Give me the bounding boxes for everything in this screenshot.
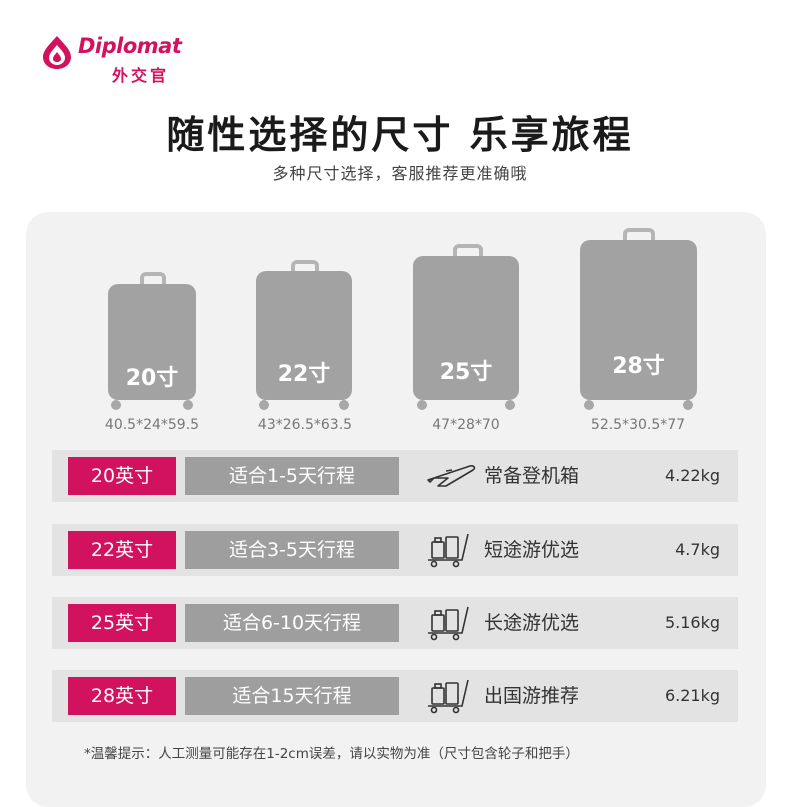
size-row-22: 22英寸 适合3-5天行程 短途游优选 4.7kg	[52, 524, 738, 576]
size-badge: 22英寸	[68, 531, 176, 569]
brand-cn-name: 外交官	[112, 66, 170, 85]
size-badge: 20英寸	[68, 457, 176, 495]
wheel-icon	[683, 400, 693, 410]
trip-duration: 适合3-5天行程	[185, 531, 399, 569]
wheel-icon	[505, 400, 515, 410]
row-description: 出国游推荐	[484, 685, 580, 707]
diplomat-logo-icon	[43, 36, 71, 69]
row-weight: 5.16kg	[664, 613, 720, 632]
luggage-cart-icon	[428, 679, 469, 714]
handle-icon	[140, 272, 166, 288]
suitcase-20: 20寸	[108, 272, 196, 410]
size-badge: 25英寸	[68, 604, 176, 642]
handle-icon	[291, 260, 319, 276]
luggage-cart-icon	[428, 606, 469, 641]
size-badge: 28英寸	[68, 677, 176, 715]
row-description: 短途游优选	[484, 539, 580, 561]
wheel-icon	[584, 400, 594, 410]
wheel-icon	[183, 400, 193, 410]
wheel-icon	[417, 400, 427, 410]
row-weight: 4.22kg	[664, 466, 720, 485]
trip-duration: 适合15天行程	[185, 677, 399, 715]
wheel-icon	[259, 400, 269, 410]
row-description: 长途游优选	[484, 612, 580, 634]
trip-duration: 适合1-5天行程	[185, 457, 399, 495]
wheel-icon	[339, 400, 349, 410]
handle-icon	[453, 244, 483, 261]
page-title: 随性选择的尺寸 乐享旅程	[166, 113, 634, 157]
luggage-cart-icon	[428, 533, 469, 568]
wheel-icon	[111, 400, 121, 410]
suitcase-dims: 52.5*30.5*77	[590, 417, 686, 433]
measurement-note: *温馨提示：人工测量可能存在1-2cm误差，请以实物为准（尺寸包含轮子和把手）	[84, 746, 579, 762]
suitcase-body	[413, 256, 519, 400]
suitcase-body	[580, 240, 697, 400]
suitcase-25: 25寸	[413, 244, 519, 410]
suitcase-body	[256, 271, 352, 400]
suitcase-size-label: 20寸	[125, 366, 179, 391]
handle-icon	[623, 228, 655, 245]
trip-duration: 适合6-10天行程	[185, 604, 399, 642]
row-weight: 4.7kg	[675, 540, 720, 559]
suitcase-body	[108, 284, 196, 400]
airplane-icon	[427, 465, 476, 487]
suitcase-dims: 47*28*70	[432, 417, 500, 433]
row-weight: 6.21kg	[664, 686, 720, 705]
suitcase-size-label: 25寸	[439, 360, 493, 385]
suitcase-22: 22寸	[256, 260, 352, 410]
size-row-20: 20英寸 适合1-5天行程 常备登机箱 4.22kg	[52, 450, 738, 502]
suitcase-28: 28寸	[580, 228, 697, 410]
suitcase-dims: 40.5*24*59.5	[104, 417, 200, 433]
size-row-28: 28英寸 适合15天行程 出国游推荐 6.21kg	[52, 670, 738, 722]
suitcase-size-label: 22寸	[277, 362, 331, 387]
row-description: 常备登机箱	[484, 465, 580, 487]
size-row-25: 25英寸 适合6-10天行程 长途游优选 5.16kg	[52, 597, 738, 649]
page-subtitle: 多种尺寸选择，客服推荐更准确哦	[272, 164, 528, 183]
brand-logo: Diplomat 外交官	[40, 30, 200, 90]
brand-name: Diplomat	[78, 34, 182, 58]
suitcase-dims: 43*26.5*63.5	[257, 417, 353, 433]
suitcase-size-label: 28寸	[612, 354, 665, 379]
